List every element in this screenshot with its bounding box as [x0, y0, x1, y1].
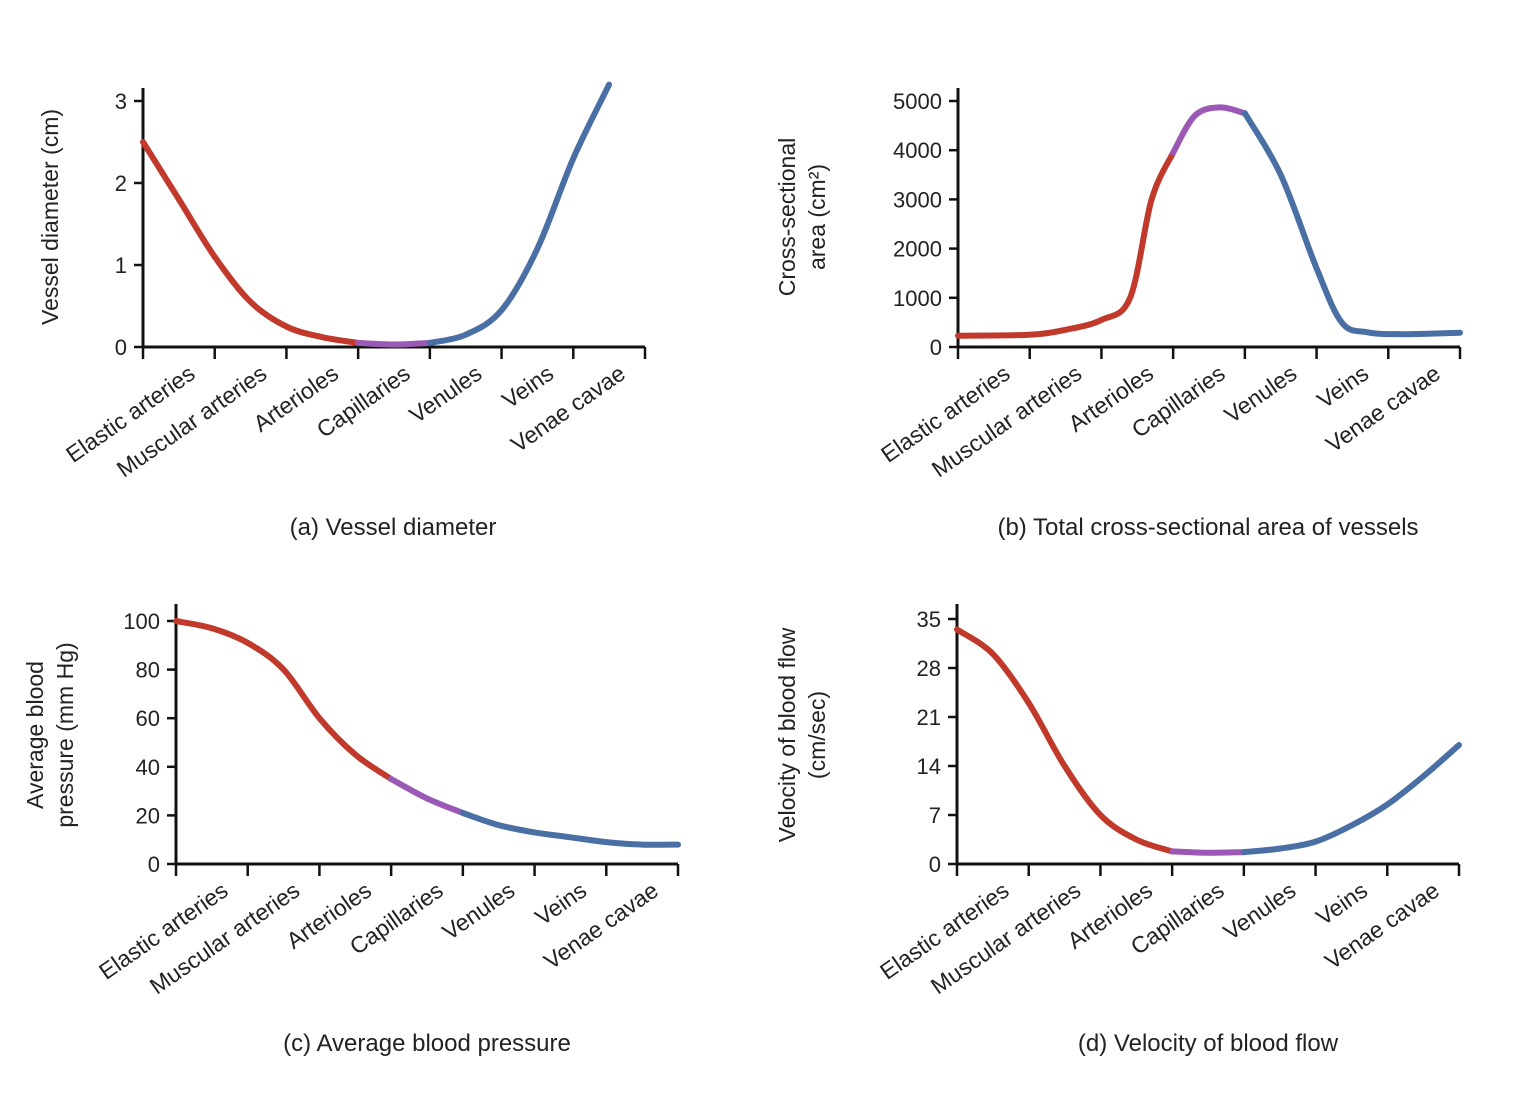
chart-caption: (a) Vessel diameter: [290, 514, 497, 541]
series-artery: [955, 149, 1177, 339]
y-tick-label: 21: [917, 705, 941, 730]
chart-caption: (b) Total cross-sectional area of vessel…: [997, 514, 1418, 541]
y-axis-title: (cm/sec): [804, 691, 830, 779]
y-tick-label: 5000: [893, 89, 942, 114]
y-tick-label: 0: [930, 335, 942, 360]
y-tick-label: 0: [115, 335, 127, 360]
series-vein: [1241, 110, 1463, 338]
y-tick-label: 40: [136, 755, 160, 780]
series-artery: [954, 626, 1176, 855]
series-capillary: [388, 776, 466, 816]
y-tick-label: 1: [115, 253, 127, 278]
series-capillary: [1169, 848, 1247, 856]
y-tick-label: 20: [136, 803, 160, 828]
series-vein: [1240, 742, 1462, 856]
y-tick-label: 3: [115, 89, 127, 114]
y-tick-label: 3000: [893, 187, 942, 212]
category-label: Venules: [437, 877, 519, 945]
series-capillary: [355, 339, 433, 348]
category-label: Venules: [1218, 877, 1300, 945]
chart-caption: (d) Velocity of blood flow: [1078, 1030, 1339, 1057]
y-tick-label: 2: [115, 171, 127, 196]
y-tick-label: 80: [136, 658, 160, 683]
series-artery: [140, 139, 362, 346]
y-tick-label: 2000: [893, 237, 942, 262]
series-artery: [173, 618, 395, 782]
series-vein: [459, 810, 681, 848]
y-tick-label: 28: [917, 656, 941, 681]
y-axis-title: area (cm²): [804, 164, 830, 270]
y-tick-label: 7: [929, 803, 941, 828]
y-tick-label: 0: [148, 852, 160, 877]
category-label: Venules: [404, 360, 486, 428]
y-axis-title: Velocity of blood flow: [774, 627, 800, 842]
series-capillary: [1170, 104, 1248, 156]
y-tick-label: 60: [136, 706, 160, 731]
chart-caption: (c) Average blood pressure: [283, 1030, 571, 1057]
y-axis-title: Average blood: [22, 661, 48, 809]
y-tick-label: 0: [929, 852, 941, 877]
series-vein: [426, 81, 613, 346]
y-axis-title: pressure (mm Hg): [52, 642, 78, 827]
y-tick-label: 1000: [893, 286, 942, 311]
category-label: Venules: [1219, 360, 1301, 428]
y-axis-title: Vessel diameter (cm): [37, 109, 63, 325]
y-tick-label: 35: [917, 607, 941, 632]
y-tick-label: 4000: [893, 138, 942, 163]
y-tick-label: 100: [123, 609, 160, 634]
y-axis-title: Cross-sectional: [774, 138, 800, 297]
y-tick-label: 14: [917, 754, 941, 779]
